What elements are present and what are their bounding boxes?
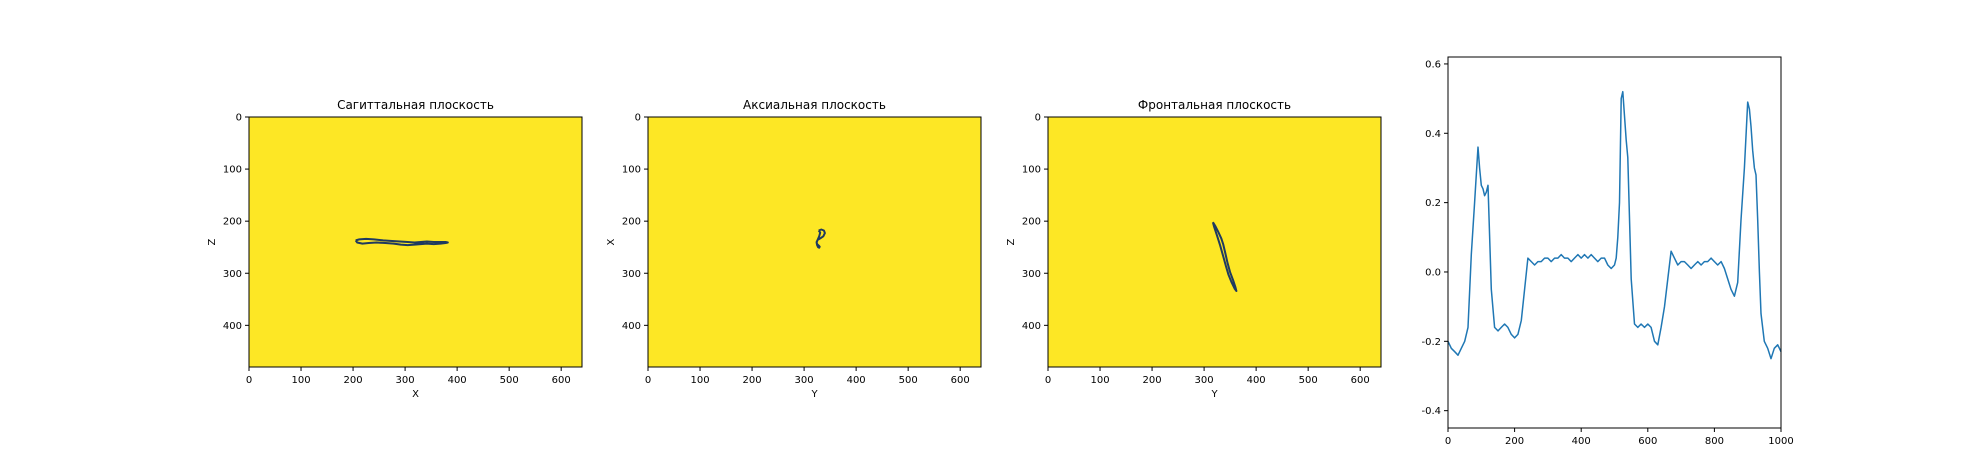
panel-title: Аксиальная плоскость <box>743 98 886 112</box>
x-tick-label: 200 <box>1505 436 1524 447</box>
x-tick-label: 600 <box>1638 436 1657 447</box>
y-tick-label: 0.6 <box>1425 59 1441 70</box>
x-tick-label: 0 <box>645 375 651 386</box>
x-tick-label: 0 <box>1045 375 1051 386</box>
panel-3: 0 100 200 300 400 500 600 0 100 200 300 400 Фронталь… <box>1006 98 1382 400</box>
x-tick-label: 300 <box>1195 375 1214 386</box>
x-tick-label: 200 <box>743 375 762 386</box>
y-tick-label: 100 <box>622 165 641 176</box>
y-tick-label: 0.4 <box>1425 129 1441 140</box>
axes-frame <box>1047 116 1382 368</box>
y-tick-label: 300 <box>1022 269 1041 280</box>
x-tick-label: 400 <box>847 375 866 386</box>
y-tick-label: 400 <box>223 321 242 332</box>
plane-image <box>1048 117 1381 367</box>
x-tick-label: 300 <box>795 375 814 386</box>
panel-1: 0 100 200 300 400 500 600 0 100 200 300 400 Сагиттал… <box>207 98 583 400</box>
x-axis-label: Y <box>810 389 818 400</box>
x-tick-label: 400 <box>1247 375 1266 386</box>
x-tick-label: 500 <box>899 375 918 386</box>
y-tick-label: 400 <box>622 321 641 332</box>
plane-image <box>648 117 981 367</box>
x-tick-label: 800 <box>1705 436 1724 447</box>
y-axis-label: Z <box>207 238 218 245</box>
x-tick-label: 100 <box>291 375 310 386</box>
x-tick-label: 400 <box>1572 436 1591 447</box>
y-tick-label: 0 <box>1035 113 1041 124</box>
contour-line-1 <box>354 237 449 247</box>
panel-4: 0 200 400 600 800 1000 -0.4 -0.2 0.0 0.2 0.4 0.6 <box>1421 56 1794 447</box>
x-axis-label: Y <box>1210 389 1218 400</box>
x-tick-label: 1000 <box>1768 436 1793 447</box>
x-tick-label: 300 <box>396 375 415 386</box>
x-tick-label: 500 <box>500 375 519 386</box>
y-tick-label: 100 <box>1022 165 1041 176</box>
x-axis-label: X <box>412 389 419 400</box>
y-tick-label: 0 <box>236 113 242 124</box>
x-tick-label: 400 <box>448 375 467 386</box>
y-tick-label: 400 <box>1022 321 1041 332</box>
x-tick-label: 200 <box>344 375 363 386</box>
x-tick-label: 100 <box>1090 375 1109 386</box>
axes-frame <box>248 116 583 368</box>
contour-line-1 <box>815 228 826 249</box>
panel-title: Сагиттальная плоскость <box>337 98 494 112</box>
x-tick-label: 500 <box>1299 375 1318 386</box>
x-tick-label: 600 <box>1351 375 1370 386</box>
contour-line-1 <box>1211 221 1238 292</box>
x-tick-label: 600 <box>552 375 571 386</box>
y-tick-label: 200 <box>223 217 242 228</box>
y-tick-label: 0.0 <box>1425 267 1441 278</box>
y-tick-label: 200 <box>622 217 641 228</box>
y-tick-label: 0.2 <box>1425 198 1441 209</box>
axes-frame <box>1447 56 1782 429</box>
series-line-1 <box>1447 90 1782 360</box>
y-tick-label: -0.2 <box>1421 337 1441 348</box>
panel-2: 0 100 200 300 400 500 600 0 100 200 300 400 Аксиальн… <box>606 98 982 400</box>
contour-line-2 <box>414 242 424 245</box>
x-tick-label: 600 <box>951 375 970 386</box>
y-tick-label: 100 <box>223 165 242 176</box>
y-tick-label: 300 <box>223 269 242 280</box>
y-tick-label: 300 <box>622 269 641 280</box>
y-axis-label: X <box>606 238 617 245</box>
x-tick-label: 0 <box>246 375 252 386</box>
y-tick-label: -0.4 <box>1421 406 1441 417</box>
y-tick-label: 200 <box>1022 217 1041 228</box>
y-tick-label: 0 <box>635 113 641 124</box>
y-axis-label: Z <box>1006 238 1017 245</box>
panel-title: Фронтальная плоскость <box>1138 98 1291 112</box>
x-tick-label: 200 <box>1143 375 1162 386</box>
x-tick-label: 0 <box>1445 436 1451 447</box>
axes-frame <box>647 116 982 368</box>
x-tick-label: 100 <box>690 375 709 386</box>
